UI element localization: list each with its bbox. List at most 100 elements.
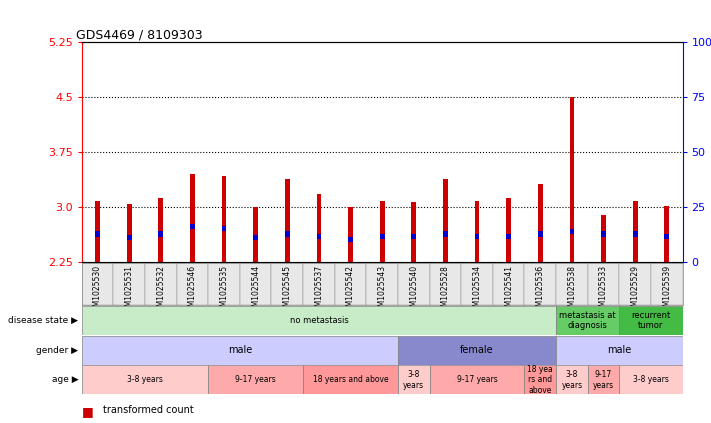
- Bar: [601, 214, 606, 262]
- Bar: [190, 174, 195, 262]
- Text: GSM1025543: GSM1025543: [378, 265, 387, 316]
- Text: recurrent
tumor: recurrent tumor: [631, 311, 670, 330]
- Bar: [253, 207, 258, 262]
- Text: 18 years and above: 18 years and above: [313, 375, 388, 385]
- Text: GSM1025545: GSM1025545: [283, 265, 292, 316]
- Text: 9-17
years: 9-17 years: [593, 370, 614, 390]
- Bar: [303, 365, 398, 394]
- Text: GSM1025541: GSM1025541: [504, 265, 513, 316]
- Bar: [176, 263, 208, 305]
- Bar: [398, 263, 429, 305]
- Bar: [303, 263, 335, 305]
- Text: transformed count: transformed count: [103, 405, 194, 415]
- Bar: [316, 194, 321, 262]
- Bar: [651, 263, 683, 305]
- Bar: [633, 201, 638, 262]
- Bar: [348, 206, 353, 262]
- Text: GSM1025539: GSM1025539: [662, 265, 671, 316]
- Text: GSM1025538: GSM1025538: [567, 265, 577, 316]
- Text: GSM1025546: GSM1025546: [188, 265, 197, 316]
- Bar: [222, 176, 226, 262]
- Bar: [366, 263, 398, 305]
- Bar: [208, 263, 240, 305]
- Bar: [570, 97, 574, 262]
- Bar: [461, 263, 493, 305]
- Bar: [82, 306, 556, 335]
- Bar: [493, 263, 525, 305]
- Bar: [412, 202, 416, 262]
- Bar: [570, 229, 574, 234]
- Text: GSM1025528: GSM1025528: [441, 265, 450, 316]
- Bar: [95, 231, 100, 236]
- Text: GSM1025540: GSM1025540: [410, 265, 418, 316]
- Bar: [588, 365, 619, 394]
- Bar: [95, 201, 100, 262]
- Text: female: female: [460, 345, 494, 355]
- Text: GSM1025534: GSM1025534: [473, 265, 481, 316]
- Text: 18 yea
rs and
above: 18 yea rs and above: [528, 365, 553, 395]
- Bar: [538, 184, 542, 262]
- Bar: [159, 231, 164, 236]
- Text: GSM1025537: GSM1025537: [314, 265, 324, 316]
- Bar: [525, 263, 556, 305]
- Bar: [190, 224, 195, 229]
- Bar: [619, 365, 683, 394]
- Text: GSM1025535: GSM1025535: [220, 265, 228, 316]
- Text: 3-8
years: 3-8 years: [403, 370, 424, 390]
- Text: 9-17 years: 9-17 years: [235, 375, 276, 385]
- Bar: [145, 263, 176, 305]
- Bar: [556, 336, 683, 365]
- Bar: [380, 201, 385, 262]
- Text: GSM1025531: GSM1025531: [124, 265, 134, 316]
- Bar: [475, 201, 479, 262]
- Bar: [82, 336, 398, 365]
- Text: age ▶: age ▶: [52, 375, 78, 385]
- Bar: [113, 263, 145, 305]
- Bar: [538, 231, 542, 236]
- Bar: [82, 365, 208, 394]
- Bar: [398, 336, 556, 365]
- Bar: [208, 365, 303, 394]
- Bar: [633, 231, 638, 236]
- Bar: [222, 225, 226, 231]
- Bar: [556, 365, 588, 394]
- Bar: [398, 365, 429, 394]
- Text: GSM1025544: GSM1025544: [251, 265, 260, 316]
- Text: GSM1025533: GSM1025533: [599, 265, 608, 316]
- Bar: [475, 233, 479, 239]
- Bar: [316, 233, 321, 239]
- Bar: [253, 235, 258, 240]
- Text: disease state ▶: disease state ▶: [9, 316, 78, 325]
- Bar: [335, 263, 366, 305]
- Bar: [429, 365, 525, 394]
- Bar: [506, 198, 511, 262]
- Bar: [285, 231, 289, 236]
- Bar: [348, 237, 353, 242]
- Bar: [506, 233, 511, 239]
- Bar: [127, 235, 132, 240]
- Bar: [429, 263, 461, 305]
- Bar: [525, 365, 556, 394]
- Text: no metastasis: no metastasis: [289, 316, 348, 325]
- Text: GSM1025536: GSM1025536: [536, 265, 545, 316]
- Bar: [664, 233, 669, 239]
- Bar: [272, 263, 303, 305]
- Bar: [443, 179, 448, 262]
- Bar: [127, 203, 132, 262]
- Text: 3-8
years: 3-8 years: [561, 370, 582, 390]
- Text: 3-8 years: 3-8 years: [633, 375, 669, 385]
- Bar: [556, 306, 619, 335]
- Bar: [619, 306, 683, 335]
- Bar: [285, 179, 289, 262]
- Bar: [556, 263, 588, 305]
- Bar: [380, 233, 385, 239]
- Text: GSM1025532: GSM1025532: [156, 265, 166, 316]
- Bar: [664, 206, 669, 262]
- Text: male: male: [228, 345, 252, 355]
- Text: gender ▶: gender ▶: [36, 346, 78, 355]
- Bar: [601, 231, 606, 236]
- Text: 9-17 years: 9-17 years: [456, 375, 498, 385]
- Text: 3-8 years: 3-8 years: [127, 375, 163, 385]
- Bar: [412, 233, 416, 239]
- Bar: [443, 231, 448, 236]
